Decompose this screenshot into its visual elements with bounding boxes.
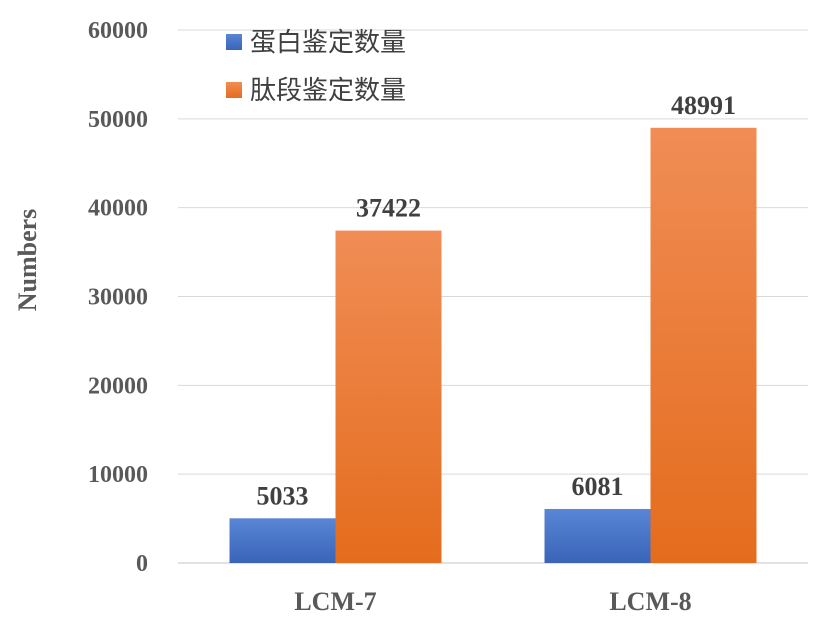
gridlines bbox=[178, 29, 808, 564]
bars bbox=[229, 127, 757, 563]
x-axis-categories: LCM-7 LCM-8 bbox=[294, 587, 691, 616]
data-label: 5033 bbox=[257, 481, 309, 510]
y-tick-label: 10000 bbox=[88, 462, 148, 488]
legend-swatch bbox=[226, 34, 242, 50]
legend-label: 肽段鉴定数量 bbox=[250, 76, 406, 106]
y-tick-label: 50000 bbox=[88, 107, 148, 133]
y-tick-label: 30000 bbox=[88, 285, 148, 311]
data-label: 37422 bbox=[356, 194, 421, 223]
bar-lcm-7-series-2 bbox=[335, 230, 442, 563]
x-category-label: LCM-7 bbox=[294, 587, 376, 616]
y-axis-label: Numbers bbox=[13, 209, 42, 312]
y-tick-label: 20000 bbox=[88, 373, 148, 399]
legend-swatch bbox=[226, 82, 242, 98]
bar-lcm-8-series-1 bbox=[544, 508, 651, 563]
data-label: 6081 bbox=[572, 472, 624, 501]
legend-label: 蛋白鉴定数量 bbox=[250, 28, 406, 58]
bar-lcm-8-series-2 bbox=[650, 127, 757, 563]
y-axis-ticks: 0 10000 20000 30000 40000 50000 60000 bbox=[88, 18, 148, 577]
data-label: 48991 bbox=[671, 91, 736, 120]
y-tick-label: 40000 bbox=[88, 196, 148, 222]
bar-lcm-7-series-1 bbox=[229, 518, 336, 563]
y-tick-label: 0 bbox=[136, 551, 148, 577]
x-category-label: LCM-8 bbox=[609, 587, 691, 616]
data-labels: 5033 37422 6081 48991 bbox=[257, 91, 737, 510]
y-tick-label: 60000 bbox=[88, 18, 148, 44]
